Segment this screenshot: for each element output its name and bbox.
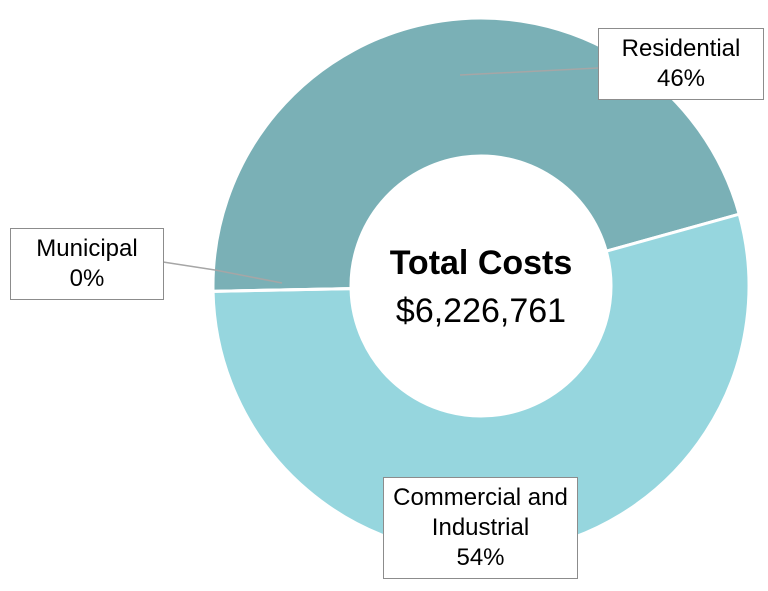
data-label: Commercial and Industrial 54% [383, 477, 578, 579]
category-name: Commercial and Industrial [393, 484, 568, 541]
value-label: 46% [656, 65, 706, 92]
leader-line [162, 261, 283, 284]
donut-slice [213, 287, 352, 293]
center-title: Total Costs [389, 244, 573, 282]
data-label: Municipal 0% [10, 228, 164, 300]
value-label: 54% [456, 544, 505, 571]
data-label: Residential 46% [598, 28, 764, 100]
category-name: Municipal [36, 235, 138, 262]
center-total: $6,226,761 [395, 292, 567, 330]
value-label: 0% [69, 265, 105, 292]
donut-slice [211, 212, 751, 556]
leader-line [459, 67, 599, 76]
category-name: Residential [621, 35, 741, 62]
